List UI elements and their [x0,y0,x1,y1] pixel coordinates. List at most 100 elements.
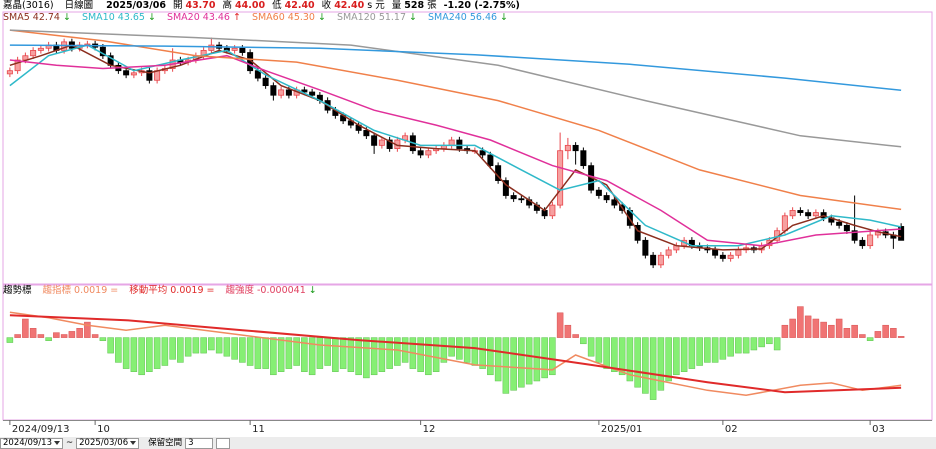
histogram-bar [711,337,719,363]
histogram-bar [440,337,448,363]
histogram-bar [510,337,517,391]
candle-body [278,89,285,96]
legend-value: 43.65 [117,12,145,23]
candle-body [735,249,742,256]
histogram-bar [843,328,851,338]
to-date-input[interactable]: 2025/03/06 [76,437,140,449]
histogram-bar [138,337,145,376]
histogram-bar [324,337,331,366]
legend-trend: ↓ [147,12,156,23]
price-panel-frame [2,11,933,285]
from-date-input[interactable]: 2024/09/13 [0,437,63,449]
legend-name: SMA5 [3,12,30,23]
histogram-bar [122,337,130,369]
period: 日線圖 [64,0,94,11]
candle-body [231,47,238,51]
quote-label: 低 [272,0,282,11]
legend-trend: ↓ [409,12,417,23]
histogram-bar [14,334,21,338]
histogram-bar [719,337,727,360]
legend-name: SMA20 [166,12,200,23]
histogram-bar [587,337,595,357]
histogram-bar [735,337,742,354]
histogram-bar [254,337,262,369]
legend-value: 0.0019 [74,285,108,296]
histogram-bar [673,337,680,376]
candle-body [456,139,463,149]
candle-body [642,239,649,256]
dropdown-icon [54,441,60,445]
candle-body [6,70,13,75]
histogram-bar [611,337,618,372]
stock-name: 嘉晶(3016) [3,0,54,11]
candle-body [363,130,370,137]
legend-value: -0.000041 [257,285,306,296]
histogram-bar [184,337,192,357]
candle-body [611,199,618,206]
reserve-input[interactable]: 3 [185,437,214,449]
histogram-bar [37,334,45,338]
histogram-bar [890,328,897,338]
histogram-bar [525,337,533,385]
histogram-bar [115,337,122,363]
histogram-bar [161,337,169,366]
candle-body [595,189,602,196]
candle-body [518,198,525,201]
histogram-bar [572,334,579,338]
histogram-bar [533,337,541,382]
histogram-bar [200,337,207,354]
histogram-bar [704,337,711,363]
histogram-bar [804,315,812,338]
legend-name: 趨指標 [42,285,72,296]
quote-label: 開 [172,0,183,11]
legend-value: 45.30 [287,12,315,23]
candle-body [549,204,556,217]
candle-body [502,180,509,196]
histogram-bar [657,337,665,391]
date-separator: ~ [66,438,74,448]
histogram-bar [897,336,905,338]
histogram-bar [494,337,502,382]
candle-body [805,212,812,217]
candle-body [719,254,726,259]
histogram-bar [262,337,269,369]
candle-body [580,150,587,167]
x-tick-label: 10 [97,424,110,435]
histogram-bar [130,337,138,372]
histogram-bar [239,337,246,363]
candle-body [572,144,579,152]
candle-body [270,85,277,96]
legend-trend: ↑ [232,12,241,23]
indicator-legend: 趨勢標 趨指標 0.0019 = 移動平均 0.0019 = 趨強度 -0.000041 ↓ [3,285,317,297]
date: 2025/03/06 [106,0,166,11]
candle-body [851,230,858,241]
histogram-bar [223,337,231,357]
histogram-bar [556,312,564,338]
legend-name: SMA240 [427,12,467,23]
candle-body [123,70,130,76]
moving-average-line [9,29,902,148]
candle-body [371,135,378,146]
legend-name: SMA60 [251,12,285,23]
histogram-bar [53,332,60,338]
candle-body [417,150,424,156]
header: 嘉晶(3016) 日線圖 2025/03/06 開 43.70 高 44.00 低 42.40 收… [3,0,520,12]
volume-value: 528 [404,0,425,11]
histogram-bar [277,337,285,372]
candle-body [557,150,564,206]
legend-value: 51.17 [378,12,407,23]
histogram-bar [363,337,370,379]
candle-body [603,195,610,201]
histogram-bar [29,328,37,338]
histogram-bar [177,337,184,363]
histogram-bar [68,331,76,338]
price-change: -1.20 (-2.75%) [443,0,520,11]
candle-body [146,70,153,81]
settings-button[interactable] [216,437,231,449]
histogram-bar [789,318,796,338]
candle-body [285,89,292,96]
histogram-bar [146,337,153,372]
quote-value: 44.00 [235,0,266,11]
histogram-bar [665,337,672,382]
histogram-bar [285,337,293,369]
